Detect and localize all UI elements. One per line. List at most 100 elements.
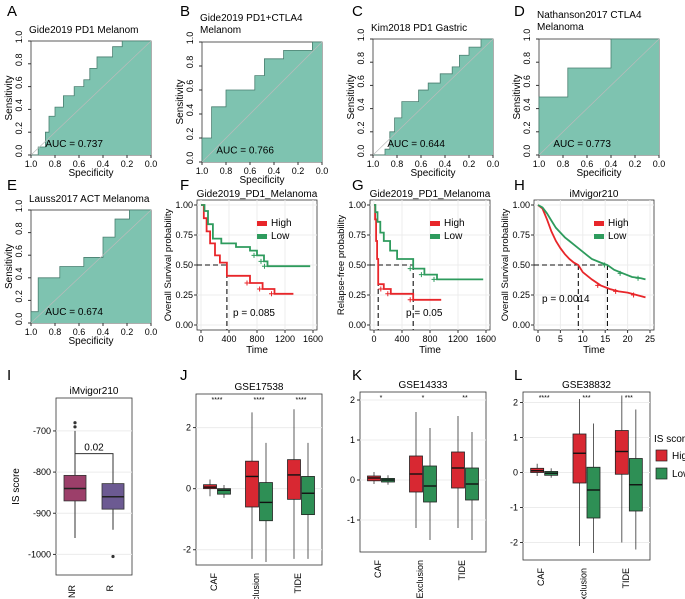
significance-stars: *** xyxy=(625,395,633,402)
plot-frame xyxy=(522,391,651,561)
chance-diagonal xyxy=(30,209,152,324)
chart-title: Gide2019 PD1+CTLA4 xyxy=(200,13,303,24)
y-tick-label: 0.6 xyxy=(185,80,195,93)
x-tick-label: 0.6 xyxy=(244,166,257,176)
x-tick-label: 0 xyxy=(535,334,540,344)
legend-label-high: High xyxy=(608,218,629,229)
x-tick-label: TIDE xyxy=(293,573,303,594)
y-axis-label: Sensitivity xyxy=(175,79,186,124)
legend-label-high: High xyxy=(672,451,685,462)
censor-mark xyxy=(431,276,437,282)
chance-diagonal xyxy=(538,38,660,156)
legend-swatch-high xyxy=(594,221,604,226)
y-tick-label: 0.6 xyxy=(14,76,24,89)
km-panel-f: 0 400 800 1200 1600 0.00 0.25 0.50 0.75 1.00 High L… xyxy=(163,189,323,356)
x-tick-label: 1600 xyxy=(476,334,496,344)
x-tick-label: 0.8 xyxy=(391,159,404,169)
km-curve-high xyxy=(537,204,646,299)
x-axis-label: Specificity xyxy=(68,168,113,179)
chart-title: Gide2019 PD1 Melanom xyxy=(29,25,139,36)
y-tick-label: -900 xyxy=(33,508,51,518)
x-tick-label: 0.6 xyxy=(581,159,594,169)
y-tick-label: 1 xyxy=(350,435,355,445)
roc-curve xyxy=(373,38,493,156)
censor-mark xyxy=(257,286,263,292)
censor-mark xyxy=(407,297,413,303)
x-tick-label: R xyxy=(105,585,115,592)
box-tide-low xyxy=(301,476,315,516)
x-axis-label: Time xyxy=(419,345,441,356)
x-tick-label: 10 xyxy=(578,334,588,344)
roc-curve xyxy=(201,41,322,162)
y-tick-label: 0 xyxy=(186,484,191,494)
legend-swatch-high xyxy=(430,221,440,226)
x-tick-label: 400 xyxy=(394,334,409,344)
y-tick-label: 0.50 xyxy=(348,260,366,270)
x-tick-label: 25 xyxy=(645,334,655,344)
x-tick-label: 1.0 xyxy=(25,159,38,169)
x-tick-label: Exclusion xyxy=(579,568,589,599)
x-tick-label: NR xyxy=(67,585,77,598)
x-tick-label: 0.2 xyxy=(121,159,134,169)
x-tick-label: TIDE xyxy=(457,560,467,581)
y-tick-label: -700 xyxy=(33,426,51,436)
panel-letter-h: H xyxy=(514,177,525,194)
auc-label: AUC = 0.644 xyxy=(387,139,445,150)
panel-letter-b: B xyxy=(180,3,190,20)
roc-panel-d: 1.0 0.8 0.6 0.4 0.2 0.0 0.0 0.2 0.4 0.6 0.8 1.0 Spec… xyxy=(512,10,665,179)
y-tick-label: 2 xyxy=(350,395,355,405)
y-tick-label: 0 xyxy=(350,475,355,485)
x-tick-label: CAF xyxy=(209,572,219,591)
x-tick-label: 0.0 xyxy=(316,166,329,176)
x-tick-label: 0.2 xyxy=(292,166,305,176)
x-tick-label: 1.0 xyxy=(196,166,209,176)
y-tick-label: 0.6 xyxy=(14,245,24,258)
y-tick-label: 1.00 xyxy=(175,200,193,210)
legend-label-high: High xyxy=(271,218,292,229)
box-tide-high xyxy=(614,430,629,475)
legend-label-low: Low xyxy=(608,231,627,242)
chance-diagonal xyxy=(30,40,152,156)
chart-title: iMvigor210 xyxy=(570,189,619,200)
outlier-point xyxy=(73,421,77,425)
censor-mark xyxy=(244,280,250,286)
y-tick-label: 0.50 xyxy=(512,260,530,270)
box-exclusion-low xyxy=(423,465,437,503)
censor-mark xyxy=(385,291,391,297)
chart-title: Lauss2017 ACT Melanoma xyxy=(29,194,150,205)
y-tick-label: 0.75 xyxy=(348,230,366,240)
y-tick-label: 0 xyxy=(513,468,518,478)
x-tick-label: 0.8 xyxy=(557,159,570,169)
y-axis-label: Sensitivity xyxy=(4,244,15,289)
y-tick-label: -1000 xyxy=(28,549,51,559)
x-tick-label: 0.4 xyxy=(605,159,618,169)
box-caf-low xyxy=(217,488,231,495)
x-tick-label: 0.8 xyxy=(49,159,62,169)
y-tick-label: 1.0 xyxy=(356,29,366,42)
chart-title: Nathanson2017 CTLA4 xyxy=(537,10,642,21)
y-tick-label: -800 xyxy=(33,467,51,477)
y-tick-label: -2 xyxy=(510,538,518,548)
panel-letter-j: J xyxy=(180,367,188,384)
panel-letter-k: K xyxy=(352,367,362,384)
x-tick-label: CAF xyxy=(536,567,546,586)
x-axis-label: Time xyxy=(583,345,605,356)
chart-title: iMvigor210 xyxy=(70,386,119,397)
y-tick-label: 1.0 xyxy=(14,200,24,213)
y-tick-label: 0.00 xyxy=(348,320,366,330)
y-tick-label: 0.0 xyxy=(185,152,195,165)
significance-stars: *** xyxy=(582,395,590,402)
x-tick-label: 400 xyxy=(221,334,236,344)
chart-title-line2: Melanoma xyxy=(537,22,584,33)
x-tick-label: 5 xyxy=(558,334,563,344)
legend-label-low: Low xyxy=(672,469,685,480)
y-tick-label: 0.8 xyxy=(356,52,366,65)
roc-curve xyxy=(30,209,151,323)
x-axis-label: Specificity xyxy=(239,175,284,186)
y-tick-label: 1.0 xyxy=(185,32,195,45)
box-exclusion-high xyxy=(245,460,259,508)
censor-mark xyxy=(601,262,607,268)
panel-letter-d: D xyxy=(514,3,525,20)
y-tick-label: -1 xyxy=(347,515,355,525)
y-axis-label: Sensitivity xyxy=(512,74,523,119)
